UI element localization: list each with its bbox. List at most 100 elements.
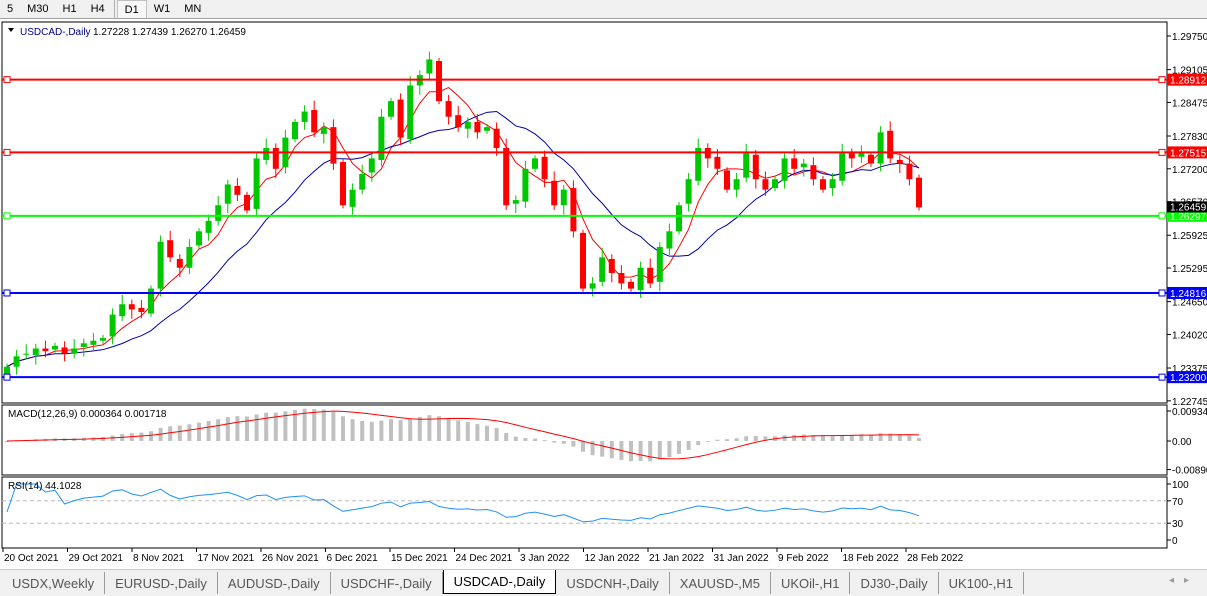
candle-body (848, 153, 855, 159)
ohlc-values: 1.27228 1.27439 1.26270 1.26459 (93, 27, 246, 38)
macd-histogram-bar (725, 439, 729, 441)
macd-histogram-bar (821, 436, 825, 441)
candle-body (80, 343, 87, 347)
macd-histogram-bar (849, 434, 854, 441)
candle-body (877, 132, 884, 164)
macd-histogram-bar (485, 425, 489, 441)
candle-body (676, 205, 682, 232)
candle-body (359, 174, 366, 190)
chart-tab[interactable]: EURUSD-,Daily (105, 572, 218, 594)
timeframe-w1[interactable]: W1 (153, 3, 171, 15)
candle-body (560, 189, 567, 206)
price-tick-label: 1.24650 (1172, 298, 1207, 309)
level-handle (3, 212, 11, 220)
macd-histogram-bar (245, 416, 249, 441)
macd-histogram-bar (888, 433, 893, 441)
date-label: 12 Jan 2022 (585, 553, 640, 564)
candle-body (215, 205, 222, 221)
candle-body (272, 147, 279, 169)
macd-histogram-bar (494, 428, 499, 441)
chart-tab[interactable]: USDX,Weekly (2, 572, 106, 594)
candle-body (464, 121, 471, 129)
date-label: 21 Jan 2022 (649, 553, 704, 564)
candle-body (445, 101, 452, 117)
candle-body (570, 188, 577, 232)
timeframe-m30[interactable]: M30 (27, 3, 49, 15)
date-label: 18 Feb 2022 (843, 553, 900, 564)
chart-tab[interactable]: AUDUSD-,Daily (218, 572, 331, 594)
candle-body (868, 154, 874, 164)
current-price-tag (1167, 201, 1207, 213)
candle-body (810, 165, 817, 180)
ma-slow-line (6, 111, 920, 368)
price-tick-label: 1.27830 (1172, 132, 1207, 143)
chart-tab[interactable]: DJ30-,Daily (850, 572, 939, 594)
price-tick-label: 1.22745 (1172, 397, 1207, 408)
date-label: 26 Nov 2021 (262, 553, 319, 564)
candle-body (301, 111, 308, 122)
timeframe-d1[interactable]: D1 (116, 0, 147, 18)
macd-histogram-bar (705, 441, 710, 442)
chart-tab[interactable]: USDCAD-,Daily (442, 570, 557, 594)
timeframe-h1[interactable]: H1 (62, 3, 77, 15)
candle-body (244, 194, 250, 211)
candle-body (32, 348, 39, 356)
candle-body (637, 267, 644, 291)
chart-tab[interactable]: USDCNH-,Daily (556, 572, 670, 594)
macd-histogram-bar (552, 441, 557, 443)
macd-histogram-bar (321, 409, 326, 441)
candle-body (397, 99, 404, 138)
level-handle (1158, 373, 1166, 381)
macd-histogram-bar (696, 441, 701, 446)
rsi-label: RSI(14) 44.1028 (8, 481, 82, 492)
macd-histogram-bar (801, 434, 806, 441)
level-handle (3, 289, 11, 297)
candle-body (599, 257, 606, 282)
macd-histogram-bar (225, 417, 230, 441)
candle-body (829, 179, 836, 189)
candle-body (349, 189, 356, 207)
level-price-tag (1167, 209, 1207, 222)
timeframe-mn[interactable]: MN (184, 3, 202, 15)
timeframe-5[interactable]: 5 (7, 3, 14, 15)
rsi-tick-label: 30 (1172, 519, 1184, 530)
macd-histogram-bar (235, 416, 240, 441)
candle-body (656, 246, 663, 282)
candle-body (896, 159, 903, 164)
macd-histogram-bar (629, 441, 633, 462)
candle-body (340, 162, 346, 206)
candle-body (292, 121, 298, 140)
macd-histogram-bar (293, 409, 297, 441)
main-panel (1, 21, 1168, 404)
chart-tab[interactable]: USDCHF-,Daily (331, 572, 443, 594)
symbol-label: USDCAD-,Daily (20, 27, 91, 38)
candle-body (858, 153, 865, 157)
timeframe-toolbar: 5 M30 H1 H4 D1 W1 MN (0, 0, 1207, 19)
candle-body (90, 340, 97, 345)
date-label: 8 Nov 2021 (133, 553, 185, 564)
macd-histogram-bar (254, 414, 259, 441)
tab-scroll-arrows[interactable]: ◂▸ (1168, 575, 1199, 586)
macd-tick-label: 0.009345 (1172, 407, 1207, 418)
macd-histogram-bar (753, 436, 758, 441)
macd-histogram-bar (792, 434, 797, 441)
price-chart[interactable]: 1.297501.291051.284751.278301.272001.265… (0, 20, 1207, 568)
date-label: 31 Jan 2022 (714, 553, 769, 564)
candle-body (436, 61, 442, 102)
timeframe-h4[interactable]: H4 (90, 3, 105, 15)
rsi-line (6, 483, 920, 523)
price-tick-label: 1.23375 (1172, 364, 1207, 375)
macd-histogram-bar (168, 426, 173, 441)
candle-body (378, 116, 385, 160)
level-handle (3, 373, 11, 381)
candle-body (23, 353, 30, 355)
chart-tab[interactable]: XAUUSD-,M5 (670, 572, 771, 594)
macd-histogram-bar (427, 415, 432, 441)
rsi-tick-label: 70 (1172, 497, 1184, 508)
chart-tab[interactable]: UK100-,H1 (939, 572, 1024, 594)
chart-tab[interactable]: UKOil-,H1 (771, 572, 851, 594)
macd-panel (1, 404, 1168, 476)
candle-body (167, 240, 174, 258)
macd-label: MACD(12,26,9) 0.000364 0.001718 (8, 409, 167, 420)
candle-body (13, 356, 20, 367)
